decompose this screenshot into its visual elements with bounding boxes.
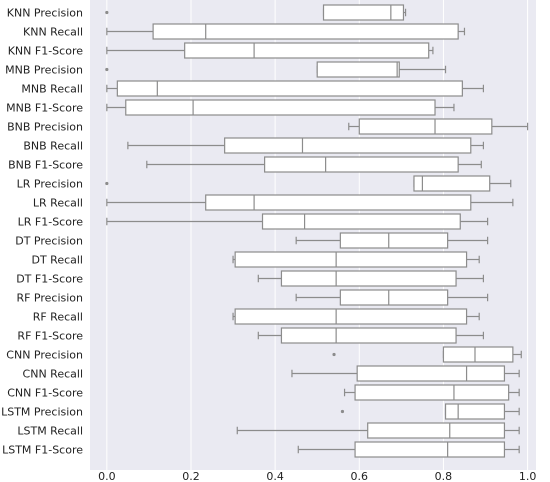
iqr-box — [234, 308, 468, 325]
outlier-point — [105, 10, 109, 15]
x-tick-label: 0.6 — [351, 470, 369, 482]
box-group — [106, 194, 514, 211]
iqr-box — [442, 346, 514, 363]
x-tick-label: 0.8 — [435, 470, 453, 482]
iqr-box — [316, 61, 400, 78]
iqr-box — [224, 137, 472, 154]
box-group — [291, 365, 520, 382]
x-tick-label: 1.0 — [519, 470, 537, 482]
box-group — [105, 175, 512, 192]
outlier-point — [332, 352, 336, 357]
y-tick-label: LR Precision — [17, 178, 83, 191]
iqr-box — [261, 213, 461, 230]
y-tick-label: RF Precision — [16, 292, 83, 305]
box-group — [295, 289, 489, 306]
box-group — [297, 441, 520, 458]
x-tick-label: 0.2 — [182, 470, 200, 482]
y-tick-label: DT Recall — [31, 254, 83, 267]
iqr-box — [184, 42, 430, 59]
iqr-box — [358, 118, 493, 135]
outlier-point — [105, 181, 109, 186]
iqr-box — [234, 251, 468, 268]
y-tick-label: LR F1-Score — [18, 216, 84, 229]
box-group — [257, 270, 485, 287]
y-tick-label: RF F1-Score — [17, 330, 83, 343]
iqr-box — [354, 441, 506, 458]
iqr-box — [280, 327, 457, 344]
y-tick-label: LSTM Recall — [17, 425, 83, 438]
x-tick-label: 0.0 — [98, 470, 116, 482]
y-tick-label: KNN Recall — [23, 26, 83, 39]
x-tick-label: 0.4 — [266, 470, 284, 482]
box-group — [105, 4, 407, 21]
iqr-box — [322, 4, 405, 21]
iqr-box — [339, 289, 449, 306]
box-group — [332, 346, 522, 363]
iqr-box — [264, 156, 459, 173]
y-tick-label: BNB Recall — [23, 140, 83, 153]
y-tick-label: DT F1-Score — [16, 273, 83, 286]
box-group — [106, 80, 485, 97]
box-group — [232, 251, 480, 268]
y-tick-label: BNB Precision — [7, 121, 83, 134]
box-group — [232, 308, 480, 325]
box-group — [236, 422, 520, 439]
y-tick-label: CNN Recall — [23, 368, 83, 381]
iqr-box — [367, 422, 506, 439]
y-tick-label: RF Recall — [33, 311, 83, 324]
y-tick-labels: KNN Precision KNN Recall KNN F1-Score MNB P… — [1, 7, 83, 457]
y-tick-label: LSTM Precision — [1, 406, 83, 419]
y-tick-label: KNN F1-Score — [8, 45, 84, 58]
iqr-box — [444, 403, 506, 420]
box-group — [106, 23, 466, 40]
y-tick-label: LSTM F1-Score — [2, 444, 83, 457]
x-tick-labels: 0.0 0.2 0.4 0.6 0.8 1.0 — [98, 470, 536, 482]
y-tick-label: MNB F1-Score — [6, 102, 83, 115]
box-group — [106, 42, 434, 59]
iqr-box — [413, 175, 491, 192]
box-group — [106, 99, 455, 116]
box-group — [257, 327, 485, 344]
y-tick-label: CNN F1-Score — [7, 387, 83, 400]
box-group — [146, 156, 482, 173]
box-group — [295, 232, 489, 249]
boxes — [105, 4, 529, 458]
y-tick-label: BNB F1-Score — [8, 159, 83, 172]
iqr-box — [152, 23, 459, 40]
y-tick-label: LR Recall — [33, 197, 83, 210]
y-tick-label: MNB Recall — [21, 83, 83, 96]
iqr-box — [356, 365, 506, 382]
iqr-box — [125, 99, 436, 116]
iqr-box — [339, 232, 449, 249]
outlier-point — [340, 409, 345, 414]
box-group — [106, 213, 489, 230]
box-group — [127, 137, 485, 154]
iqr-box — [354, 384, 510, 401]
box-group — [340, 403, 520, 420]
y-tick-label: MNB Precision — [5, 64, 83, 77]
iqr-box — [205, 194, 472, 211]
box-group — [348, 118, 529, 135]
y-tick-label: CNN Precision — [6, 349, 83, 362]
y-tick-label: DT Precision — [15, 235, 83, 248]
box-group — [343, 384, 520, 401]
box-group — [105, 61, 447, 78]
y-tick-label: KNN Precision — [7, 7, 83, 20]
iqr-box — [116, 80, 463, 97]
outlier-point — [105, 67, 109, 72]
iqr-box — [280, 270, 457, 287]
